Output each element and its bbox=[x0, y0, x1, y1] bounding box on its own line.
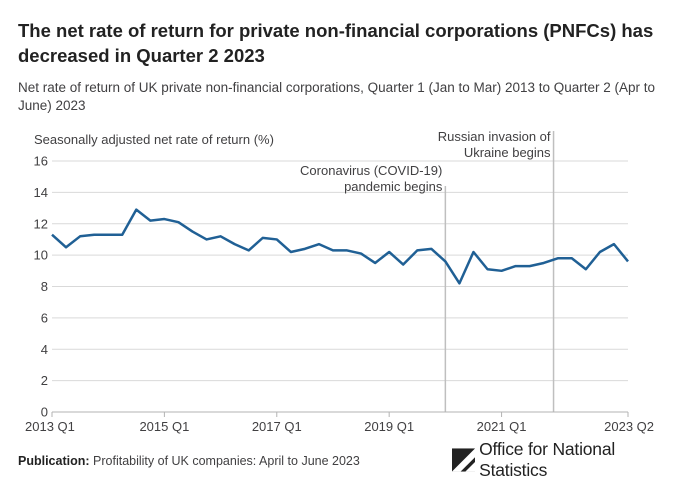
annotation-text-1-line1: Russian invasion of bbox=[438, 129, 551, 144]
y-tick-label-2: 2 bbox=[41, 373, 48, 388]
x-tick-label-5: 2023 Q2 bbox=[604, 419, 654, 434]
chart-title: The net rate of return for private non-f… bbox=[18, 20, 654, 66]
y-tick-label-8: 8 bbox=[41, 279, 48, 294]
publication-link[interactable]: Profitability of UK companies: April to … bbox=[93, 454, 360, 468]
x-tick-label-1: 2015 Q1 bbox=[139, 419, 189, 434]
annotation-text-0-line1: Coronavirus (COVID-19) bbox=[300, 163, 442, 178]
ons-logo: Office for National Statistics bbox=[452, 439, 680, 480]
y-tick-label-6: 6 bbox=[41, 310, 48, 325]
x-tick-label-2: 2017 Q1 bbox=[252, 419, 302, 434]
gridlines bbox=[52, 160, 628, 382]
x-tick-label-4: 2021 Q1 bbox=[477, 419, 527, 434]
ons-logo-icon bbox=[452, 448, 476, 472]
y-tick-label-16: 16 bbox=[34, 154, 48, 169]
x-tick-label-0: 2013 Q1 bbox=[25, 419, 75, 434]
publication-source: Publication: Profitability of UK compani… bbox=[18, 454, 360, 468]
axes: 0 2 4 6 8 10 12 14 16 2013 Q1 2015 Q1 2017 Q1 2019 Q… bbox=[25, 154, 654, 435]
series-line bbox=[51, 208, 629, 285]
y-axis-label: Seasonally adjusted net rate of return (… bbox=[34, 132, 274, 147]
y-tick-label-4: 4 bbox=[41, 342, 48, 357]
y-tick-label-10: 10 bbox=[34, 248, 48, 263]
annotation-layer: Coronavirus (COVID-19)pandemic begins Rus… bbox=[300, 129, 555, 412]
y-tick-label-0: 0 bbox=[41, 405, 48, 420]
x-tick-label-3: 2019 Q1 bbox=[364, 419, 414, 434]
y-tick-label-12: 12 bbox=[34, 216, 48, 231]
publication-label: Publication: bbox=[18, 454, 90, 468]
annotation-text-1-line2: Ukraine begins bbox=[464, 145, 551, 160]
y-tick-label-14: 14 bbox=[34, 185, 48, 200]
annotation-text-0-line2: pandemic begins bbox=[344, 179, 443, 194]
ons-logo-text: Office for National Statistics bbox=[479, 439, 616, 480]
chart-subtitle: Net rate of return of UK private non-fin… bbox=[18, 80, 656, 113]
